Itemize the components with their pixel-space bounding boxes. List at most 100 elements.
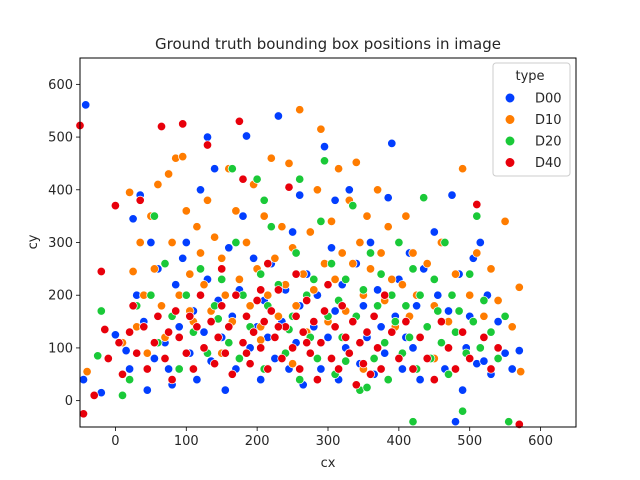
- point-d20-93: [362, 382, 372, 393]
- point-d10-96: [514, 282, 524, 292]
- point-d10-87: [450, 269, 461, 279]
- point-d10-33: [241, 237, 252, 248]
- point-d40-96: [493, 343, 503, 353]
- point-d00-99: [458, 385, 468, 395]
- point-d40-6: [110, 201, 120, 211]
- point-d00-1: [78, 375, 89, 385]
- point-d10-67: [362, 211, 372, 221]
- point-d40-39: [234, 116, 244, 126]
- point-d10-64: [351, 157, 361, 167]
- point-d40-68: [337, 301, 347, 311]
- point-d10-58: [330, 274, 340, 284]
- point-d10-53: [312, 185, 322, 195]
- point-d40-80: [380, 290, 390, 300]
- point-d00-113: [479, 356, 489, 366]
- point-d40-85: [415, 332, 425, 342]
- point-d10-101: [288, 359, 298, 369]
- point-d20-69: [422, 322, 432, 332]
- point-d40-98: [238, 174, 248, 184]
- y-tick-label: 600: [48, 78, 73, 93]
- point-d10-7: [149, 264, 159, 274]
- point-d10-68: [365, 264, 376, 274]
- point-d10-94: [500, 216, 510, 226]
- point-d10-39: [263, 290, 273, 300]
- point-d40-27: [192, 322, 202, 332]
- point-d00-110: [507, 364, 517, 374]
- point-d40-17: [156, 121, 167, 132]
- point-d00-115: [295, 190, 305, 200]
- x-tick-label: 400: [386, 434, 411, 449]
- point-d10-21: [199, 280, 209, 290]
- point-d10-93: [493, 295, 503, 306]
- point-d40-42: [245, 359, 255, 369]
- point-d00-16: [164, 364, 174, 374]
- point-d20-20: [231, 237, 241, 248]
- point-d00-3: [110, 330, 120, 340]
- point-d00-19: [174, 322, 184, 332]
- point-d00-20: [178, 253, 188, 263]
- point-d00-26: [199, 327, 209, 337]
- y-tick-label: 0: [65, 394, 73, 409]
- point-d20-96: [341, 356, 351, 366]
- point-d10-60: [337, 248, 347, 258]
- point-d10-91: [479, 311, 489, 321]
- point-d40-15: [149, 338, 159, 348]
- point-d40-4: [100, 324, 110, 335]
- point-d10-9: [156, 301, 167, 311]
- point-d10-0: [125, 187, 135, 197]
- point-d40-19: [164, 327, 174, 337]
- point-d20-39: [316, 216, 326, 226]
- point-d20-90: [408, 417, 418, 427]
- point-d00-86: [412, 301, 422, 311]
- x-tick-label: 100: [174, 434, 199, 449]
- point-d40-28: [195, 290, 206, 300]
- point-d20-92: [259, 195, 269, 205]
- point-d20-42: [326, 259, 337, 269]
- point-d00-76: [376, 322, 386, 332]
- point-d40-33: [213, 332, 223, 342]
- point-d40-50: [273, 285, 283, 295]
- point-d40-84: [408, 364, 418, 374]
- point-d20-61: [394, 237, 404, 248]
- point-d20-88: [500, 311, 510, 321]
- point-d00-25: [195, 185, 206, 195]
- point-d40-20: [167, 375, 177, 385]
- point-d10-26: [217, 253, 227, 263]
- point-d00-32: [220, 385, 230, 395]
- point-d00-47: [273, 111, 283, 121]
- point-d40-92: [465, 353, 475, 364]
- point-d10-31: [234, 274, 244, 284]
- point-d20-0: [93, 351, 103, 361]
- point-d20-74: [440, 237, 450, 248]
- point-d00-67: [344, 185, 354, 195]
- point-d40-12: [135, 195, 145, 205]
- x-tick-label: 0: [111, 434, 119, 449]
- point-d10-74: [387, 274, 397, 284]
- point-d20-83: [472, 211, 482, 221]
- point-d00-6: [128, 214, 138, 224]
- legend-label-d00: D00: [535, 92, 562, 107]
- point-d40-57: [298, 327, 308, 337]
- point-d40-37: [227, 369, 237, 379]
- legend-marker-d10: [504, 114, 516, 125]
- point-d40-21: [171, 306, 181, 316]
- legend-box: [492, 62, 571, 177]
- point-d20-84: [475, 343, 485, 353]
- point-d40-81: [387, 327, 397, 337]
- point-d00-21: [181, 237, 191, 248]
- point-d20-25: [256, 269, 266, 279]
- point-d10-51: [305, 227, 315, 237]
- point-d40-30: [202, 140, 213, 150]
- point-d10-5: [142, 348, 152, 358]
- point-d00-111: [514, 346, 524, 356]
- point-d40-59: [305, 348, 315, 358]
- point-d20-12: [181, 290, 191, 300]
- point-d00-116: [202, 132, 213, 142]
- point-d40-100: [291, 269, 301, 279]
- point-d20-11: [174, 364, 184, 374]
- point-d40-24: [181, 348, 191, 358]
- x-tick-label: 600: [528, 434, 553, 449]
- point-d40-55: [291, 311, 301, 321]
- point-d40-58: [302, 295, 312, 306]
- x-tick-label: 200: [245, 434, 270, 449]
